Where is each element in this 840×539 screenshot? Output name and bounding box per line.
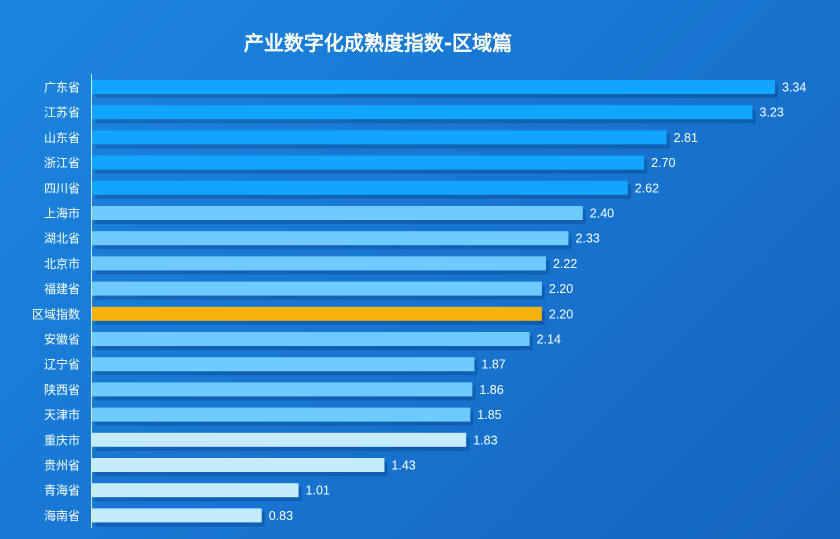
bar[interactable] — [92, 281, 542, 296]
chart-title: 产业数字化成熟度指数-区域篇 — [244, 31, 512, 55]
category-label: 区域指数 — [32, 306, 80, 321]
value-label: 2.20 — [549, 282, 573, 296]
category-label: 青海省 — [44, 483, 80, 498]
value-label: 2.20 — [549, 307, 573, 321]
category-label: 上海市 — [44, 206, 80, 221]
value-label: 1.43 — [391, 459, 415, 473]
category-label: 湖北省 — [44, 231, 80, 246]
category-label: 辽宁省 — [44, 357, 80, 372]
value-label: 3.23 — [760, 106, 784, 120]
category-label: 重庆市 — [44, 432, 80, 447]
bar[interactable] — [92, 458, 385, 472]
bar[interactable] — [92, 256, 546, 271]
value-label: 0.83 — [269, 509, 293, 523]
category-label: 天津市 — [44, 407, 80, 422]
category-label: 广东省 — [44, 81, 80, 95]
bar[interactable] — [92, 206, 583, 220]
bar[interactable] — [92, 432, 467, 447]
category-label: 陕西省 — [44, 382, 80, 397]
bar[interactable] — [92, 357, 475, 372]
bar[interactable] — [92, 483, 299, 498]
category-label: 海南省 — [44, 508, 80, 523]
category-label: 浙江省 — [44, 156, 80, 170]
bar[interactable] — [92, 231, 569, 246]
bar[interactable] — [92, 130, 667, 145]
bar[interactable] — [92, 508, 262, 523]
value-label: 1.86 — [479, 383, 503, 397]
value-label: 3.34 — [782, 81, 806, 95]
bar[interactable] — [92, 332, 530, 346]
value-label: 1.83 — [473, 433, 497, 447]
value-label: 2.70 — [651, 156, 675, 170]
value-label: 2.62 — [635, 181, 659, 195]
value-label: 2.33 — [575, 232, 599, 246]
highlight-bar[interactable] — [92, 306, 542, 321]
bar[interactable] — [92, 80, 775, 94]
value-label: 2.14 — [537, 333, 561, 347]
bar[interactable] — [92, 105, 753, 120]
value-label: 2.81 — [674, 131, 698, 145]
bar[interactable] — [92, 382, 473, 397]
category-label: 北京市 — [44, 256, 80, 271]
value-label: 2.40 — [590, 207, 614, 221]
value-label: 1.01 — [306, 484, 330, 498]
category-label: 安徽省 — [44, 332, 80, 347]
value-label: 1.87 — [481, 358, 505, 372]
value-label: 2.22 — [553, 257, 577, 271]
category-label: 贵州省 — [44, 459, 80, 473]
category-label: 四川省 — [44, 181, 80, 195]
bar[interactable] — [92, 180, 628, 195]
value-label: 1.85 — [477, 408, 501, 422]
category-label: 山东省 — [44, 131, 80, 145]
category-label: 江苏省 — [44, 106, 80, 120]
bar[interactable] — [92, 155, 645, 170]
bar[interactable] — [92, 407, 471, 422]
category-label: 福建省 — [44, 281, 80, 296]
